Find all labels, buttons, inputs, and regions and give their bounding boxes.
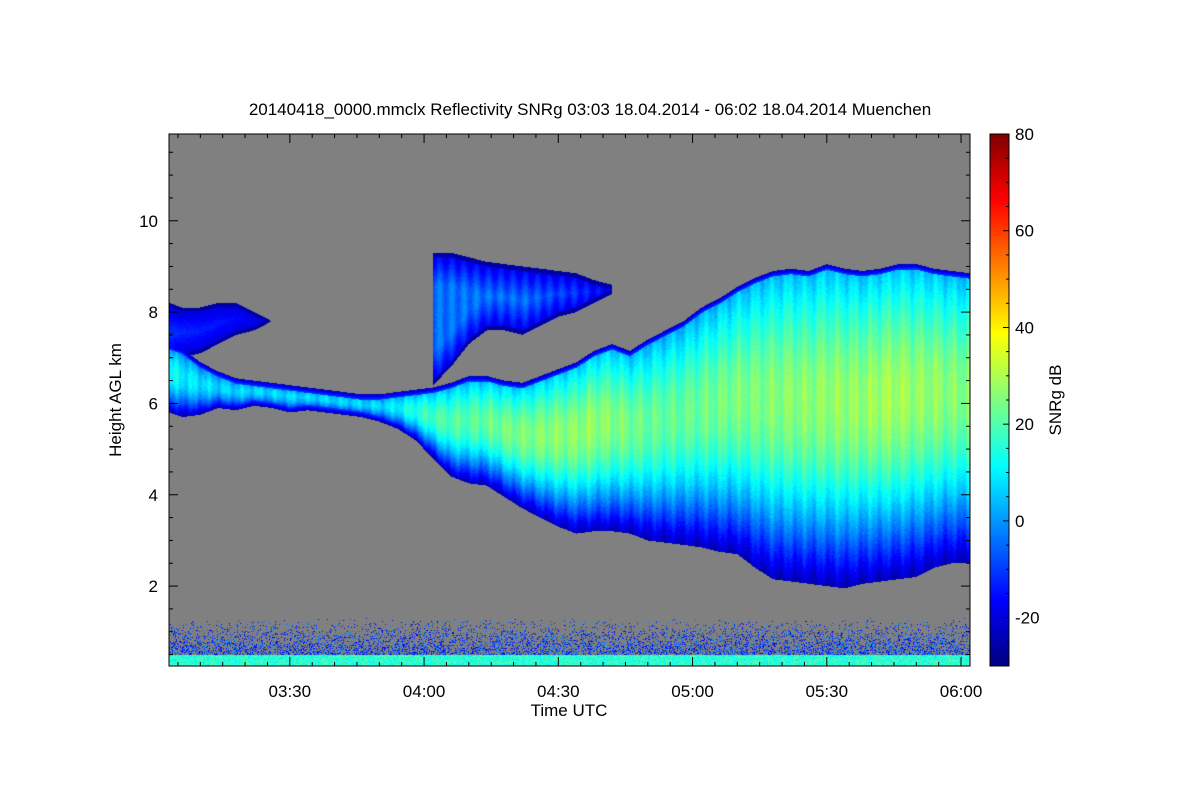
- y-axis-label: Height AGL km: [106, 343, 125, 457]
- chart-title: 20140418_0000.mmclx Reflectivity SNRg 03…: [249, 100, 931, 119]
- y-axis: 2 4 6 8 10: [139, 151, 970, 656]
- x-tick-label: 05:30: [806, 682, 849, 701]
- colorbar-tick-label: 80: [1015, 125, 1034, 144]
- plot-frame: [168, 133, 971, 667]
- x-tick-label: 04:00: [403, 682, 446, 701]
- colorbar-tick-label: 20: [1015, 415, 1034, 434]
- colorbar-tick-label: 0: [1015, 512, 1024, 531]
- y-tick-label: 2: [149, 577, 158, 596]
- y-tick-label: 4: [149, 486, 158, 505]
- x-axis: 03:30 04:00 04:30 05:00 05:30 06:00: [177, 134, 983, 701]
- y-tick-label: 6: [149, 394, 158, 413]
- y-tick-label: 8: [149, 303, 158, 322]
- x-tick-label: 06:00: [940, 682, 983, 701]
- colorbar-tick-label: -20: [1015, 609, 1040, 628]
- colorbar-tick-label: 40: [1015, 318, 1034, 337]
- colorbar-label: SNRg dB: [1046, 365, 1065, 436]
- x-tick-label: 04:30: [537, 682, 580, 701]
- colorbar-tick-label: 60: [1015, 222, 1034, 241]
- colorbar-axis: -20 0 20 40 60 80: [1003, 125, 1040, 643]
- x-axis-label: Time UTC: [531, 701, 608, 720]
- x-tick-label: 05:00: [671, 682, 714, 701]
- heatmap-image: [169, 134, 970, 666]
- x-tick-label: 03:30: [269, 682, 312, 701]
- y-tick-label: 10: [139, 212, 158, 231]
